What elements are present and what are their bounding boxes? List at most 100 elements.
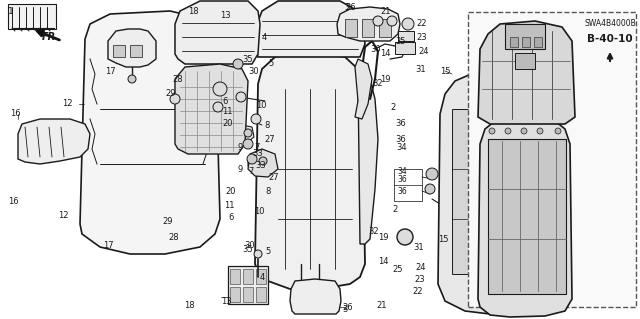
Circle shape: [251, 114, 261, 124]
Text: 25: 25: [395, 36, 406, 46]
Polygon shape: [248, 154, 270, 169]
Bar: [468, 12, 636, 307]
Circle shape: [521, 128, 527, 134]
Text: 21: 21: [380, 6, 390, 16]
Text: 23: 23: [416, 33, 427, 41]
Text: 25: 25: [392, 265, 403, 275]
Text: 30: 30: [370, 44, 381, 54]
Text: FR.: FR.: [42, 32, 60, 42]
Text: 14: 14: [380, 49, 390, 58]
Text: 23: 23: [414, 275, 424, 284]
Text: 20: 20: [222, 120, 232, 129]
Circle shape: [426, 168, 438, 180]
Text: 12: 12: [62, 100, 72, 108]
Polygon shape: [478, 119, 572, 317]
Text: 16: 16: [10, 109, 20, 118]
Text: 10: 10: [256, 101, 266, 110]
Bar: [515, 53, 535, 69]
Polygon shape: [337, 7, 400, 41]
Circle shape: [233, 59, 243, 69]
Text: 6: 6: [222, 97, 227, 106]
Bar: [522, 37, 530, 47]
Bar: [510, 37, 518, 47]
Circle shape: [213, 82, 227, 96]
Bar: [362, 19, 374, 37]
Text: 9: 9: [238, 166, 243, 174]
Bar: [130, 45, 142, 57]
Bar: [8, 4, 56, 29]
Polygon shape: [228, 125, 254, 145]
Text: 19: 19: [378, 233, 388, 241]
Text: 4: 4: [262, 33, 268, 42]
Text: 5: 5: [265, 247, 270, 256]
Text: 6: 6: [228, 213, 234, 222]
Text: 21: 21: [376, 300, 387, 309]
Text: 2: 2: [392, 204, 397, 213]
Polygon shape: [80, 11, 220, 254]
Text: 31: 31: [415, 65, 426, 75]
Bar: [379, 19, 391, 37]
Text: SWA4B4000B: SWA4B4000B: [584, 19, 636, 28]
Text: 34: 34: [396, 144, 406, 152]
Circle shape: [425, 184, 435, 194]
Text: 22: 22: [412, 287, 422, 296]
Text: 30: 30: [248, 66, 259, 76]
Text: 7: 7: [248, 167, 253, 175]
Polygon shape: [18, 119, 90, 164]
Bar: [395, 42, 415, 54]
Polygon shape: [175, 1, 260, 64]
Bar: [534, 37, 542, 47]
Text: 32: 32: [372, 79, 383, 88]
Circle shape: [397, 229, 413, 245]
Text: B-40-10: B-40-10: [587, 34, 633, 44]
Text: 26: 26: [345, 3, 356, 11]
Text: 2: 2: [390, 103, 396, 113]
Circle shape: [387, 16, 397, 26]
Bar: [230, 269, 240, 284]
Text: 18: 18: [184, 300, 195, 309]
Circle shape: [537, 128, 543, 134]
Text: 3: 3: [342, 305, 348, 314]
Text: 10: 10: [254, 207, 264, 217]
Circle shape: [555, 128, 561, 134]
Bar: [243, 287, 253, 302]
Text: 29: 29: [162, 218, 173, 226]
Text: 36: 36: [395, 136, 406, 145]
Text: 35: 35: [242, 246, 253, 255]
Text: 1: 1: [8, 6, 13, 16]
Text: 14: 14: [378, 257, 388, 266]
Polygon shape: [290, 279, 341, 314]
Text: 12: 12: [58, 211, 68, 219]
Text: 8: 8: [265, 188, 270, 197]
Text: 32: 32: [368, 227, 379, 236]
Polygon shape: [255, 1, 365, 57]
Circle shape: [373, 16, 383, 26]
Polygon shape: [355, 59, 372, 119]
Text: 29: 29: [165, 90, 175, 99]
Text: 15: 15: [438, 235, 449, 244]
Polygon shape: [248, 149, 278, 177]
Text: 35: 35: [242, 55, 253, 63]
Text: 27: 27: [264, 136, 275, 145]
Text: 19: 19: [380, 76, 390, 85]
Circle shape: [170, 94, 180, 104]
Bar: [256, 269, 266, 284]
Bar: [228, 266, 268, 304]
Bar: [398, 31, 414, 41]
Circle shape: [128, 75, 136, 83]
Text: 18: 18: [188, 6, 198, 16]
Bar: [113, 45, 125, 57]
Text: 16: 16: [8, 197, 19, 206]
Circle shape: [505, 128, 511, 134]
Circle shape: [213, 102, 223, 112]
Text: 28: 28: [168, 234, 179, 242]
Text: 7: 7: [254, 143, 259, 152]
Text: 36: 36: [397, 187, 407, 196]
Text: 3: 3: [344, 4, 349, 12]
Text: 28: 28: [172, 75, 182, 84]
Text: 34: 34: [397, 167, 407, 175]
Circle shape: [489, 128, 495, 134]
Text: 20: 20: [225, 188, 236, 197]
Text: 13: 13: [221, 296, 232, 306]
Circle shape: [244, 129, 252, 137]
